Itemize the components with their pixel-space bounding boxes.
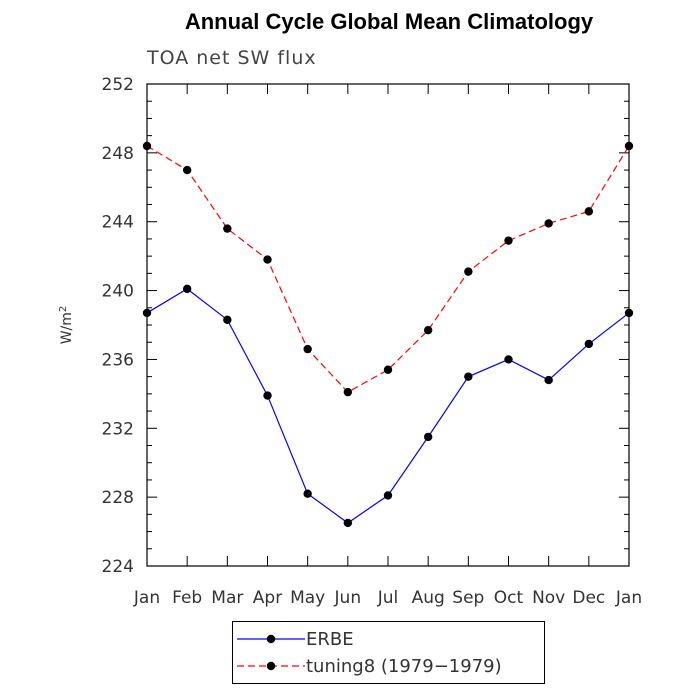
x-tick-label: Dec	[572, 588, 605, 608]
x-tick-label: Sep	[452, 588, 484, 608]
data-point	[343, 387, 353, 397]
chart-title: Annual Cycle Global Mean Climatology	[184, 9, 594, 34]
x-tick-label: Mar	[211, 588, 243, 608]
data-point	[504, 355, 513, 364]
x-tick-label: Feb	[172, 588, 202, 608]
y-tick-label: 244	[102, 213, 134, 233]
x-tick-label: Jul	[377, 588, 399, 608]
chart-subtitle: TOA net SW flux	[147, 47, 317, 69]
plot-series	[142, 141, 634, 528]
x-tick-label: Aug	[412, 588, 445, 608]
data-point	[584, 207, 594, 216]
data-point	[624, 141, 634, 151]
data-point	[423, 432, 433, 442]
legend-marker	[266, 634, 276, 644]
legend-label: ERBE	[306, 629, 354, 650]
data-point	[303, 489, 312, 498]
y-tick-label: 248	[102, 144, 134, 164]
x-tick-label: Jan	[133, 588, 160, 608]
data-point	[303, 344, 312, 354]
data-point	[223, 315, 232, 325]
data-point	[504, 236, 513, 245]
x-tick-label: Apr	[253, 588, 282, 608]
data-point	[263, 391, 272, 400]
y-tick-label: 240	[102, 282, 134, 302]
data-point	[464, 267, 473, 276]
series-line	[146, 145, 630, 393]
x-tick-label: Oct	[494, 588, 524, 608]
y-axis-label: W/m2	[58, 306, 76, 345]
legend: ERBE tuning8 (1979−1979)	[232, 621, 545, 684]
data-point	[624, 308, 634, 318]
y-axis-label-text: W/m	[59, 312, 75, 344]
x-tick-label: May	[290, 588, 325, 608]
y-tick-label: 232	[102, 419, 134, 439]
series-line	[146, 288, 630, 524]
data-point	[383, 365, 393, 374]
data-point	[223, 224, 232, 233]
x-tick-label: Jun	[334, 588, 362, 608]
plot-axes: 224 228 232 236 240 244 248 252 Jan Feb Mar Apr May J…	[102, 75, 643, 608]
legend-svg: ERBE tuning8 (1979−1979)	[237, 629, 502, 677]
y-axis-label-sup: 2	[58, 306, 69, 312]
data-point	[182, 284, 192, 294]
x-tick-label: Jan	[615, 588, 642, 608]
data-point	[182, 165, 192, 175]
data-point	[464, 372, 473, 381]
data-point	[343, 518, 353, 528]
data-point	[544, 219, 553, 228]
y-tick-label: 252	[102, 75, 134, 95]
data-point	[142, 308, 152, 318]
legend-marker	[266, 661, 276, 671]
data-point	[142, 141, 152, 151]
data-point	[544, 375, 553, 385]
y-tick-label: 236	[102, 350, 134, 370]
data-point	[423, 325, 433, 335]
data-point	[383, 491, 393, 500]
y-tick-label: 224	[102, 557, 134, 577]
y-tick-label: 228	[102, 488, 134, 508]
x-tick-label: Nov	[532, 588, 565, 608]
legend-label: tuning8 (1979−1979)	[306, 656, 502, 677]
data-point	[263, 255, 272, 264]
data-point	[584, 339, 594, 349]
